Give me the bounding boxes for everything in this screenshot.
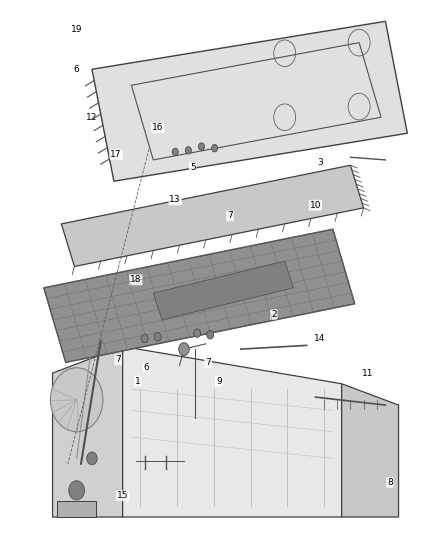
Text: 16: 16 (152, 124, 163, 132)
Circle shape (179, 343, 189, 356)
Text: 10: 10 (310, 201, 321, 209)
Text: 9: 9 (216, 377, 222, 385)
Text: 17: 17 (110, 150, 122, 159)
Text: 6: 6 (144, 364, 150, 372)
Circle shape (198, 143, 205, 150)
Text: 13: 13 (170, 196, 181, 204)
Text: 1: 1 (135, 377, 141, 385)
Circle shape (207, 330, 214, 339)
Text: 12: 12 (86, 113, 98, 122)
Circle shape (212, 144, 218, 152)
Text: 15: 15 (117, 491, 128, 500)
Text: 8: 8 (387, 478, 393, 487)
Circle shape (141, 334, 148, 343)
Text: 7: 7 (227, 212, 233, 220)
Circle shape (185, 147, 191, 154)
Text: 3: 3 (317, 158, 323, 167)
Text: 7: 7 (115, 356, 121, 364)
Circle shape (154, 333, 161, 341)
Polygon shape (61, 165, 364, 266)
Polygon shape (53, 346, 123, 517)
Polygon shape (92, 21, 407, 181)
Polygon shape (57, 501, 96, 517)
Text: 14: 14 (314, 334, 325, 343)
Polygon shape (342, 384, 399, 517)
Text: 2: 2 (271, 310, 276, 319)
Text: 5: 5 (190, 164, 196, 172)
Text: 18: 18 (130, 276, 141, 284)
Circle shape (172, 148, 178, 156)
Circle shape (194, 329, 201, 337)
Text: 6: 6 (74, 65, 80, 74)
Text: 19: 19 (71, 25, 82, 34)
Polygon shape (44, 229, 355, 362)
Text: 11: 11 (362, 369, 374, 377)
Circle shape (50, 368, 103, 432)
Circle shape (87, 452, 97, 465)
Polygon shape (123, 346, 342, 517)
Text: 7: 7 (205, 358, 211, 367)
Circle shape (69, 481, 85, 500)
Polygon shape (153, 261, 293, 320)
